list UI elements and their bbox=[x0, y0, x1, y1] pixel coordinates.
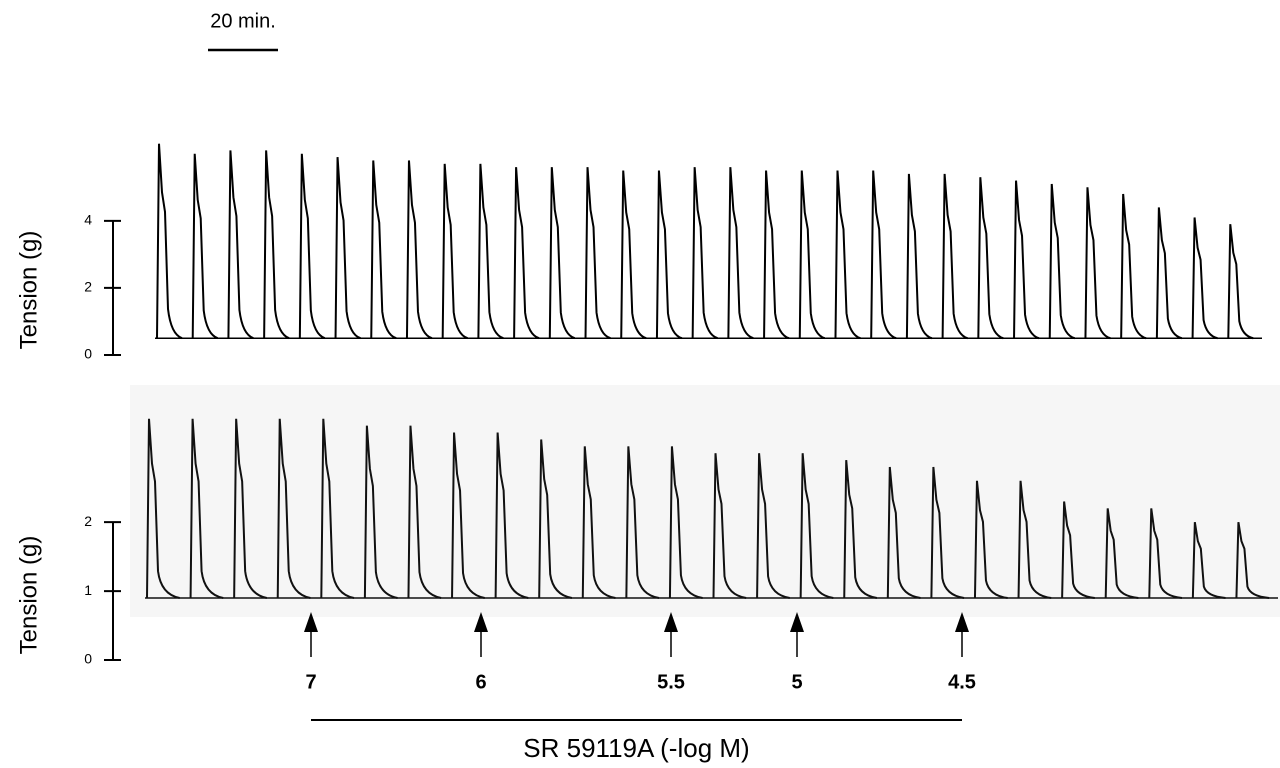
contraction bbox=[1120, 193, 1147, 340]
contraction bbox=[1191, 217, 1218, 340]
contraction bbox=[763, 170, 790, 340]
contraction bbox=[625, 446, 660, 599]
contraction bbox=[298, 153, 326, 340]
arrow-head bbox=[955, 612, 969, 632]
contraction bbox=[843, 460, 878, 599]
contraction bbox=[1048, 183, 1076, 340]
y-axis-label: Tension (g) bbox=[15, 231, 42, 350]
arrow-head bbox=[474, 612, 488, 632]
contraction bbox=[1084, 187, 1111, 340]
y-tick-label: 1 bbox=[84, 582, 92, 598]
arrow-head bbox=[664, 612, 678, 632]
contraction bbox=[941, 173, 968, 340]
contraction bbox=[977, 177, 1004, 340]
annotation-label: 7 bbox=[305, 671, 316, 693]
contraction bbox=[799, 453, 834, 599]
contraction bbox=[1061, 501, 1095, 599]
contraction bbox=[548, 167, 576, 340]
contraction bbox=[451, 432, 485, 599]
contraction bbox=[334, 157, 361, 340]
contraction bbox=[584, 167, 611, 340]
contraction bbox=[1013, 180, 1040, 340]
scale-bar-label: 20 min. bbox=[210, 10, 276, 32]
contraction bbox=[494, 432, 529, 599]
contraction bbox=[407, 425, 442, 599]
y-tick-label: 2 bbox=[84, 279, 92, 295]
contraction bbox=[905, 173, 933, 340]
contraction bbox=[1235, 522, 1270, 599]
contraction bbox=[477, 163, 504, 340]
contraction bbox=[513, 167, 540, 340]
arrow-head bbox=[790, 612, 804, 632]
y-tick-label: 4 bbox=[84, 212, 92, 228]
contraction bbox=[1104, 508, 1139, 599]
arrow-head bbox=[304, 612, 318, 632]
contraction bbox=[320, 418, 355, 599]
contraction bbox=[189, 418, 224, 599]
y-tick-label: 2 bbox=[84, 513, 92, 529]
annotation-label: 6 bbox=[475, 671, 486, 693]
annotation-label: 5.5 bbox=[657, 671, 685, 693]
contraction bbox=[712, 453, 747, 599]
y-tick-label: 0 bbox=[84, 346, 92, 362]
contraction bbox=[263, 150, 290, 340]
contraction bbox=[233, 418, 268, 599]
treatment-label: SR 59119A (-log M) bbox=[523, 733, 749, 763]
contraction bbox=[756, 453, 790, 599]
contraction bbox=[1227, 224, 1254, 340]
contraction bbox=[930, 466, 965, 599]
contraction bbox=[405, 160, 433, 340]
contraction bbox=[1148, 508, 1183, 599]
contraction bbox=[1017, 480, 1052, 599]
contraction bbox=[1155, 207, 1183, 340]
y-tick-label: 0 bbox=[84, 651, 92, 667]
contraction bbox=[581, 446, 616, 599]
annotation-label: 5 bbox=[791, 671, 802, 693]
contraction bbox=[1191, 522, 1226, 599]
contraction bbox=[370, 160, 397, 340]
contraction bbox=[146, 418, 180, 599]
contraction bbox=[727, 167, 754, 340]
contraction bbox=[834, 170, 861, 340]
contraction bbox=[886, 466, 921, 599]
contraction bbox=[691, 167, 719, 340]
annotation-label: 4.5 bbox=[948, 671, 976, 693]
contraction bbox=[441, 163, 469, 340]
contraction bbox=[798, 170, 826, 340]
contraction bbox=[276, 418, 311, 599]
contraction bbox=[870, 170, 897, 340]
panel-background bbox=[130, 385, 1280, 617]
contraction bbox=[620, 170, 647, 340]
contraction bbox=[538, 439, 573, 599]
contraction bbox=[227, 150, 254, 340]
contraction bbox=[655, 170, 683, 340]
contraction bbox=[363, 425, 398, 599]
contraction bbox=[668, 446, 703, 599]
contraction bbox=[191, 153, 219, 340]
contraction bbox=[156, 143, 183, 340]
y-axis-label: Tension (g) bbox=[15, 536, 42, 655]
contraction bbox=[973, 480, 1008, 599]
